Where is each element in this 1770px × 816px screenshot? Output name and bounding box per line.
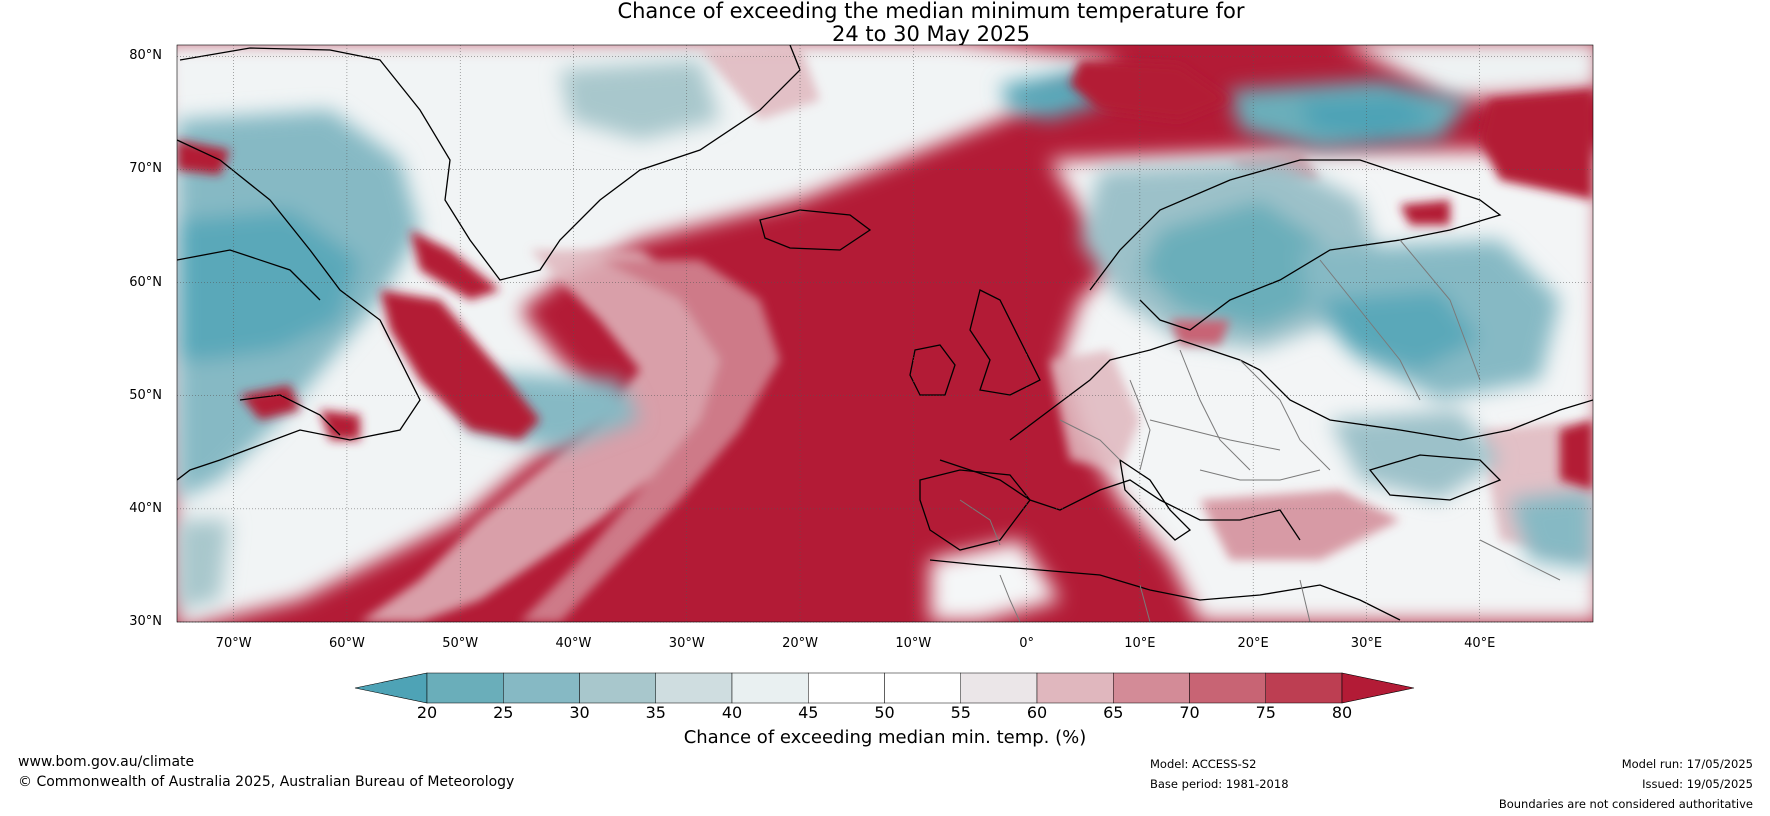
map-frame [176, 44, 1594, 623]
colorbar-segment [1265, 672, 1343, 704]
colorbar-tick-label: 30 [569, 703, 590, 722]
disclaimer-text: Boundaries are not considered authoritat… [1498, 797, 1753, 811]
lon-label: 60°W [328, 636, 365, 651]
lat-label: 70°N [129, 161, 162, 177]
colorbar-tick-label: 20 [416, 703, 438, 722]
colorbar-tick-label: 25 [493, 703, 514, 722]
lon-label: 10°E [1124, 636, 1156, 651]
website-link[interactable]: www.bom.gov.au/climate [18, 754, 195, 770]
colorbar-tick-label: 65 [1103, 703, 1124, 722]
model-text: Model: ACCESS-S2 [1150, 757, 1257, 771]
colorbar-segment [1113, 672, 1190, 704]
colorbar-tick-label: 35 [645, 703, 666, 722]
coast-africa [929, 559, 1401, 621]
coast-black-sea [1368, 454, 1502, 501]
coast-europe [1009, 339, 1593, 441]
coast-scandinavia [1089, 159, 1502, 331]
colorbar-segment [884, 672, 961, 704]
lat-label: 40°N [129, 500, 162, 516]
lat-label: 50°N [129, 387, 162, 403]
coast-ireland [909, 344, 956, 396]
colorbar-low-extension [354, 672, 428, 704]
issued-text: Issued: 19/05/2025 [1642, 777, 1753, 791]
colorbar-segment [808, 672, 885, 704]
colorbar-tick-label: 45 [798, 703, 819, 722]
colorbar-tick-label: 80 [1331, 703, 1353, 722]
lat-label: 80°N [129, 48, 162, 64]
lon-label: 20°E [1237, 636, 1269, 651]
colorbar-tick-label: 40 [721, 703, 743, 722]
colorbar-tick-label: 50 [874, 703, 895, 722]
colorbar [354, 672, 1415, 704]
lon-label: 40°W [555, 636, 592, 651]
colorbar-segment [1036, 672, 1114, 704]
coast-iberia [919, 469, 1031, 551]
country-borders [959, 239, 1561, 622]
colorbar-label: Chance of exceeding median min. temp. (%… [683, 727, 1087, 748]
copyright-text: © Commonwealth of Australia 2025, Austra… [18, 774, 515, 790]
lat-label: 30°N [129, 614, 162, 629]
colorbar-segment [1189, 672, 1266, 704]
lon-label: 30°W [668, 636, 705, 651]
lon-label: 40°E [1464, 636, 1496, 651]
colorbar-high-extension [1341, 672, 1415, 704]
colorbar-segment [960, 672, 1038, 704]
probability-field [177, 45, 1593, 622]
coast-iceland [759, 209, 872, 251]
coast-canada [177, 139, 421, 481]
colorbar-tick-label: 55 [950, 703, 971, 722]
lon-label: 50°W [442, 636, 479, 651]
lon-label: 30°E [1350, 636, 1383, 651]
colorbar-tick-label: 60 [1026, 703, 1048, 722]
map-title: Chance of exceeding the median minimum t… [0, 0, 1770, 46]
colorbar-segment [579, 672, 656, 704]
lon-label: 20°W [782, 636, 818, 651]
title-line-2: 24 to 30 May 2025 [831, 22, 1031, 46]
colorbar-segment [655, 672, 733, 704]
coast-italy [1119, 458, 1192, 541]
coastlines [177, 45, 1593, 621]
gridlines [177, 45, 1593, 623]
lon-label: 10°W [895, 636, 932, 651]
colorbar-segment [426, 672, 504, 704]
coast-greenland [179, 45, 801, 281]
title-line-1: Chance of exceeding the median minimum t… [617, 0, 1245, 23]
base-period-text: Base period: 1981-2018 [1150, 777, 1289, 791]
colorbar-tick-label: 70 [1179, 703, 1200, 722]
lon-label: 70°W [215, 636, 252, 651]
model-run-text: Model run: 17/05/2025 [1621, 757, 1753, 771]
colorbar-tick-label: 75 [1255, 703, 1276, 722]
colorbar-segment [503, 672, 580, 704]
coast-britain [969, 289, 1041, 396]
lat-label: 60°N [129, 274, 162, 290]
above-median-zones [177, 60, 1593, 490]
colorbar-segment [731, 672, 809, 704]
lon-label: 0° [1019, 636, 1034, 651]
